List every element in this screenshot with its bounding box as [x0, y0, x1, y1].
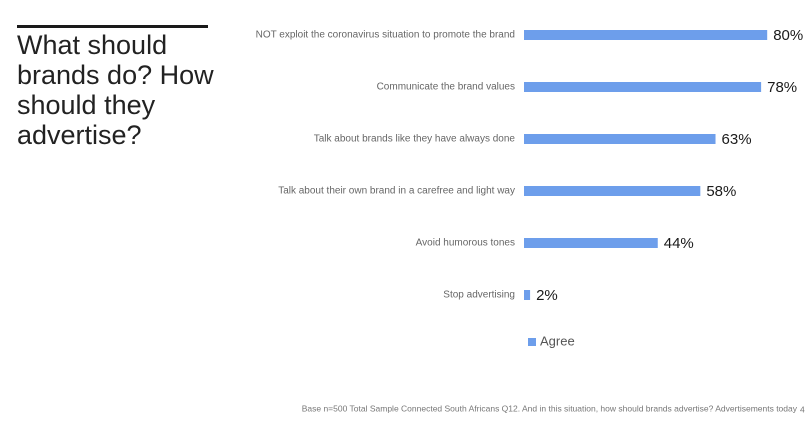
category-label: Communicate the brand values: [377, 82, 515, 93]
value-label: 58%: [706, 183, 736, 200]
category-label: Stop advertising: [443, 290, 515, 301]
value-label: 80%: [773, 27, 803, 44]
category-label: Talk about brands like they have always …: [314, 134, 516, 145]
bar: [524, 82, 762, 92]
page-number: 4: [800, 404, 805, 414]
bar: [524, 290, 531, 300]
value-label: 78%: [767, 79, 797, 96]
category-label: NOT exploit the coronavirus situation to…: [256, 30, 515, 41]
bar: [524, 238, 658, 248]
legend-label: Agree: [540, 333, 575, 348]
bar: [524, 186, 701, 196]
bar: [524, 134, 716, 144]
value-label: 2%: [536, 287, 558, 304]
footnote: Base n=500 Total Sample Connected South …: [302, 403, 798, 413]
value-label: 63%: [722, 131, 752, 148]
title-rule: [17, 25, 208, 28]
category-label: Talk about their own brand in a carefree…: [278, 186, 515, 197]
category-label: Avoid humorous tones: [416, 238, 515, 249]
bar: [524, 30, 768, 40]
legend-swatch: [528, 338, 536, 346]
value-label: 44%: [664, 235, 694, 252]
chart-title: What should brands do? How should they a…: [17, 30, 214, 150]
